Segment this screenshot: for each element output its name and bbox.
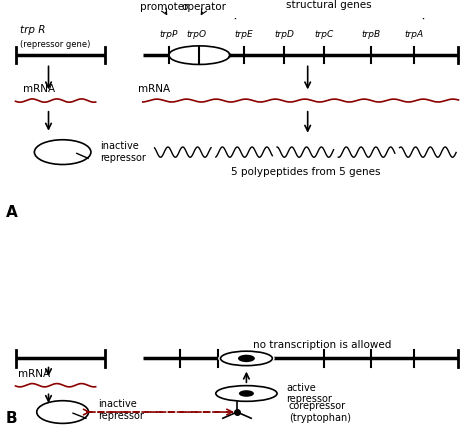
Text: mRNA: mRNA	[138, 84, 170, 94]
Text: trpE: trpE	[235, 30, 254, 39]
Circle shape	[239, 390, 254, 397]
Text: trp R: trp R	[20, 25, 46, 35]
Text: inactive
repressor: inactive repressor	[98, 399, 144, 421]
Text: no transcription is allowed: no transcription is allowed	[253, 340, 391, 350]
Text: A: A	[6, 205, 18, 220]
Text: trpO: trpO	[187, 30, 207, 39]
Text: operator: operator	[182, 2, 227, 12]
Ellipse shape	[170, 47, 229, 64]
Text: mRNA: mRNA	[18, 369, 50, 379]
Ellipse shape	[220, 351, 273, 365]
Text: structural genes: structural genes	[286, 0, 372, 10]
Text: trpC: trpC	[315, 30, 334, 39]
Ellipse shape	[218, 350, 275, 367]
Text: promoter: promoter	[140, 2, 188, 12]
Ellipse shape	[216, 386, 277, 401]
Text: trpP: trpP	[159, 30, 178, 39]
Text: mRNA: mRNA	[23, 84, 55, 94]
Circle shape	[238, 355, 255, 362]
Text: trpB: trpB	[362, 30, 381, 39]
Text: trpD: trpD	[274, 30, 294, 39]
Text: active
repressor: active repressor	[286, 383, 332, 404]
Text: trpA: trpA	[404, 30, 423, 39]
Text: inactive
repressor: inactive repressor	[100, 141, 146, 163]
Text: corepressor
(tryptophan): corepressor (tryptophan)	[289, 401, 351, 423]
Text: B: B	[6, 412, 18, 426]
Text: 5 polypeptides from 5 genes: 5 polypeptides from 5 genes	[230, 167, 380, 177]
Text: (repressor gene): (repressor gene)	[20, 40, 91, 49]
